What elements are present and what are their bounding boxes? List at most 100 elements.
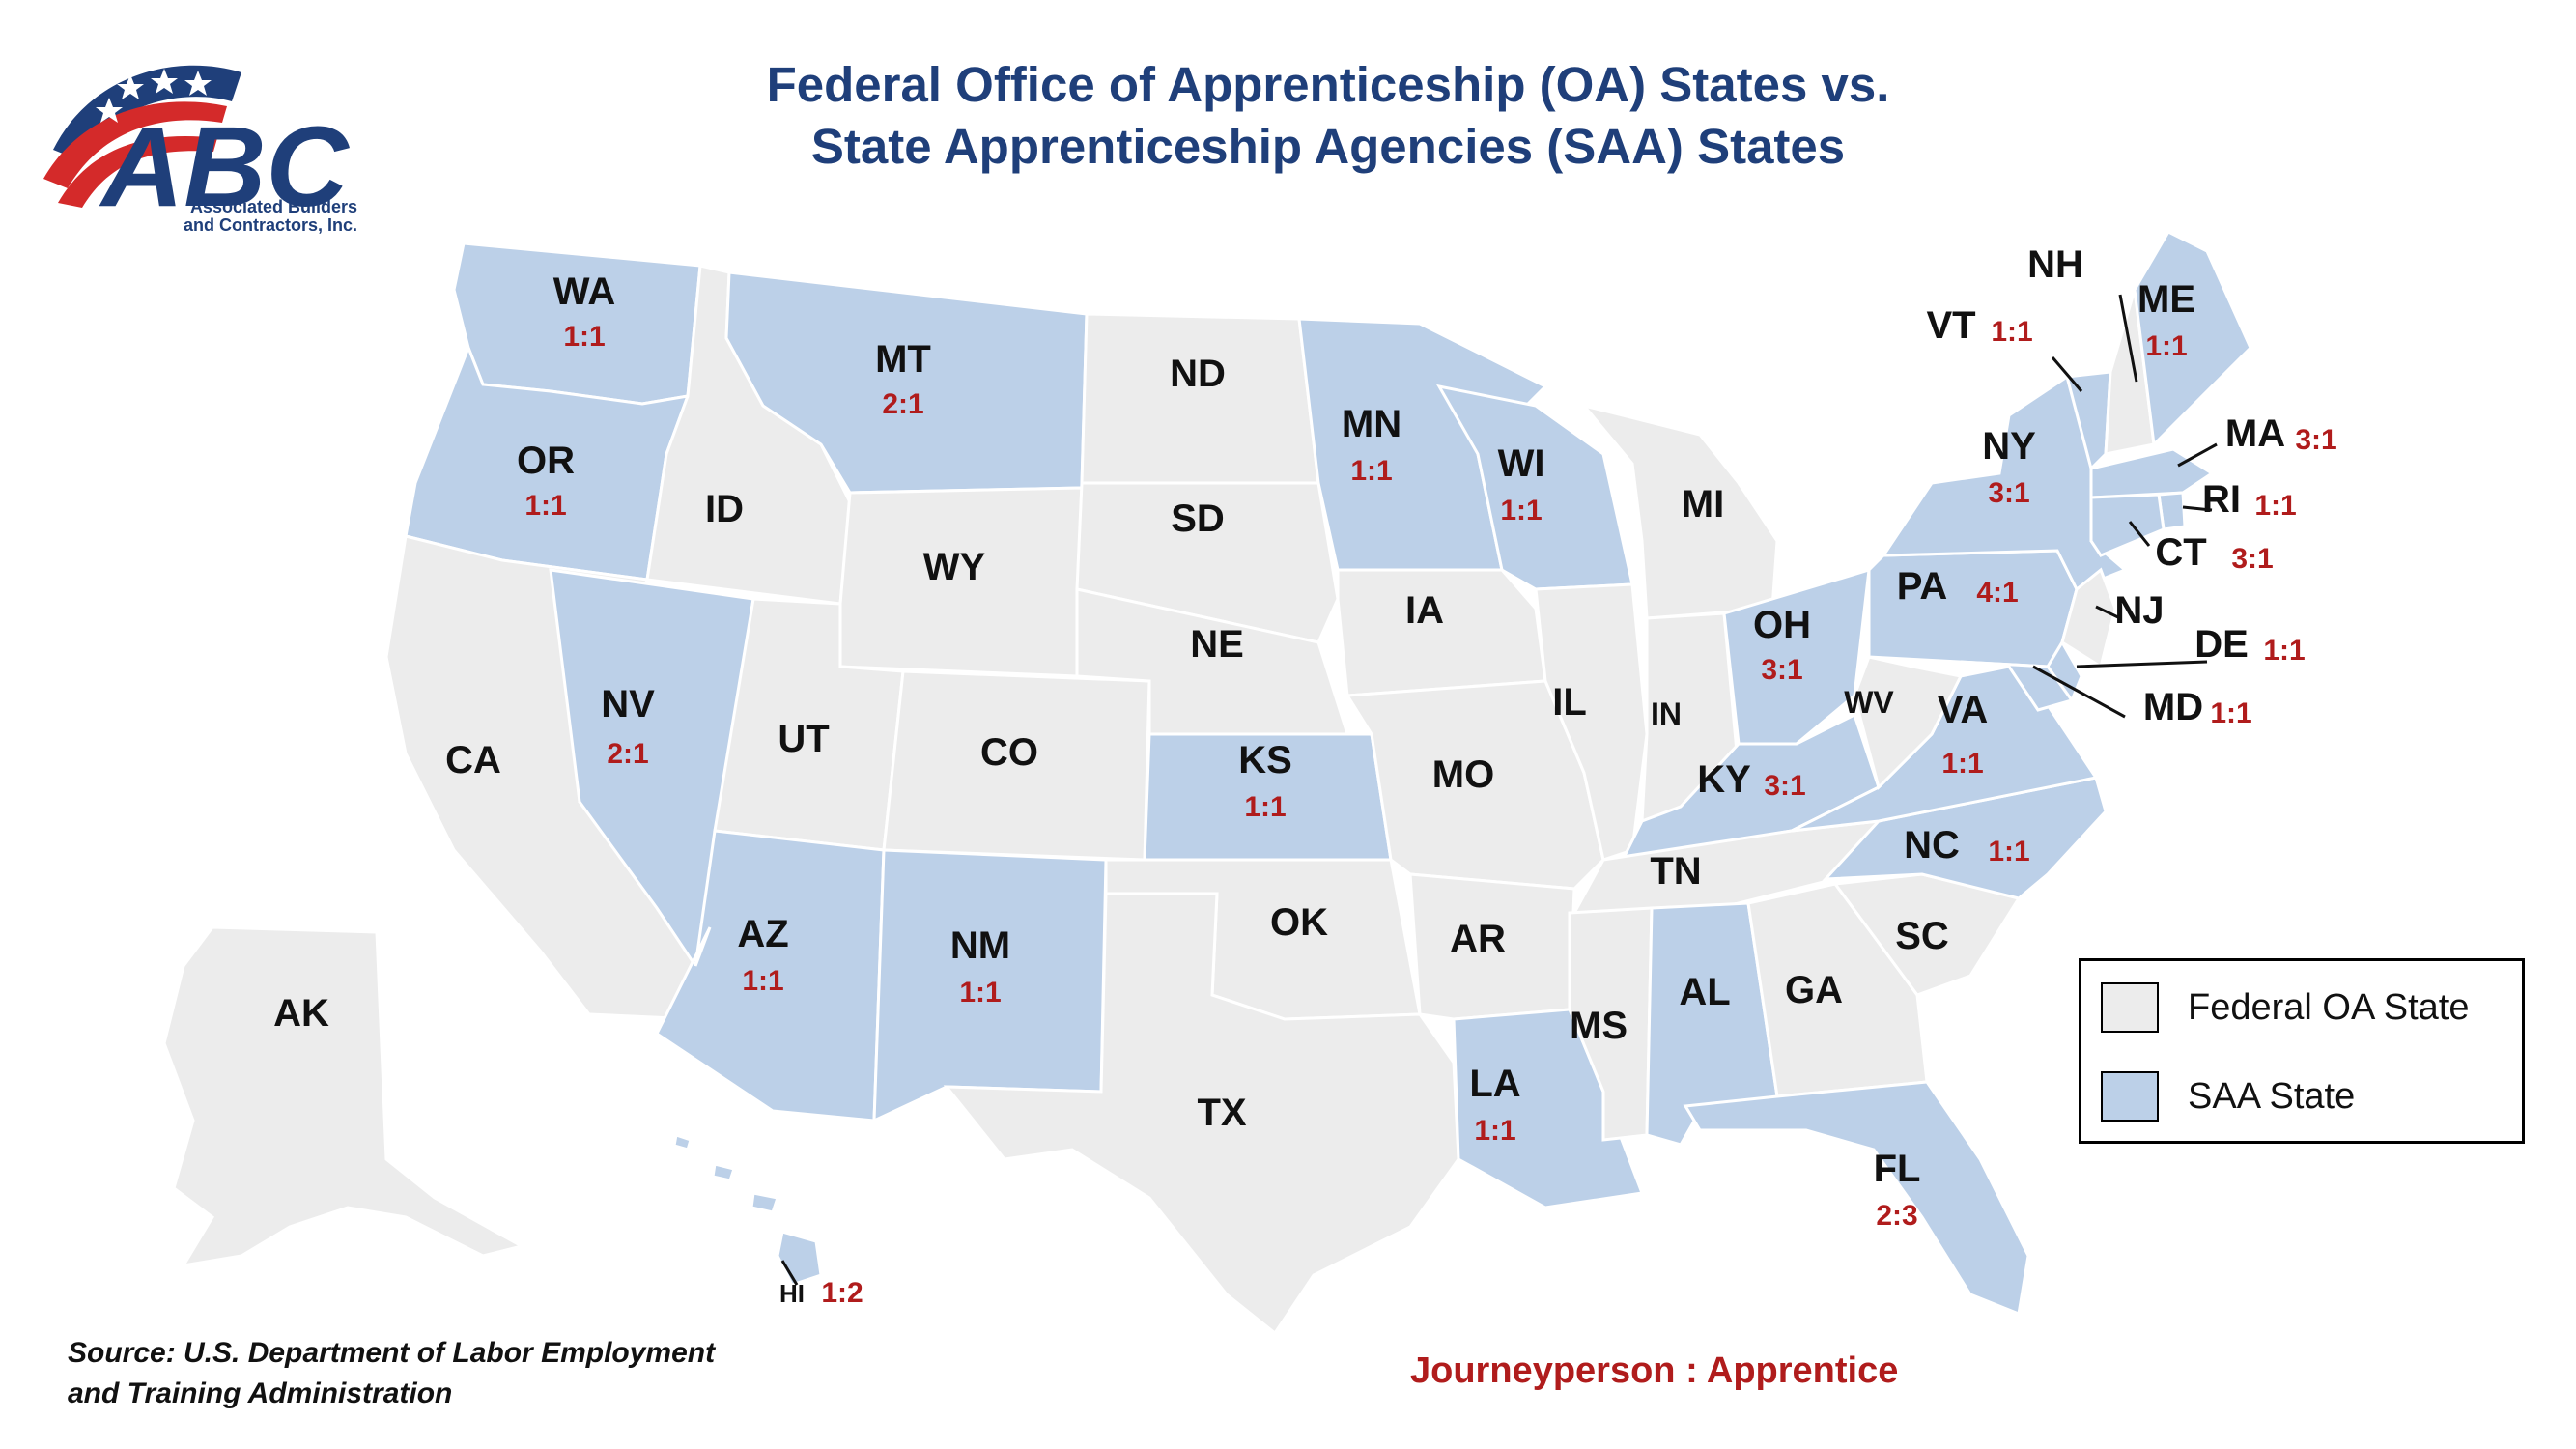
- state-ratio-HI: 1:2: [821, 1277, 863, 1309]
- state-shape-CT: [2089, 493, 2166, 557]
- state-label-KS: KS: [1238, 739, 1292, 781]
- state-label-AK: AK: [273, 992, 329, 1035]
- state-ratio-NV: 2:1: [607, 738, 648, 770]
- state-ratio-DE: 1:1: [2263, 635, 2305, 667]
- state-label-IL: IL: [1552, 681, 1587, 724]
- state-label-OH: OH: [1753, 604, 1811, 646]
- state-shape-ME: [2133, 230, 2252, 448]
- state-label-PA: PA: [1897, 565, 1948, 608]
- legend-item-oa: Federal OA State: [2101, 980, 2470, 1035]
- state-label-MA: MA: [2225, 412, 2285, 455]
- state-ratio-KS: 1:1: [1244, 791, 1286, 823]
- state-label-OR: OR: [517, 440, 575, 482]
- legend-label-saa: SAA State: [2188, 1075, 2356, 1117]
- state-shape-AK: [162, 925, 526, 1268]
- state-shape-OH: [1722, 567, 1871, 746]
- state-label-SD: SD: [1171, 497, 1225, 540]
- state-label-NH: NH: [2027, 243, 2083, 286]
- logo-subtitle: Associated Builders and Contractors, Inc…: [183, 197, 357, 235]
- state-label-LA: LA: [1469, 1063, 1520, 1105]
- state-ratio-NM: 1:1: [959, 977, 1001, 1009]
- state-ratio-ME: 1:1: [2145, 330, 2187, 362]
- page-title-line-1: Federal Office of Apprenticeship (OA) St…: [766, 57, 1890, 112]
- abc-logo: ABC: [43, 65, 350, 231]
- state-ratio-VT: 1:1: [1991, 316, 2032, 348]
- state-ratio-MT: 2:1: [882, 388, 923, 420]
- state-label-RI: RI: [2202, 478, 2241, 521]
- state-label-NY: NY: [1982, 425, 2036, 468]
- state-ratio-PA: 4:1: [1976, 577, 2018, 609]
- state-label-TN: TN: [1650, 850, 1701, 893]
- state-label-CT: CT: [2155, 531, 2206, 574]
- state-label-MI: MI: [1682, 483, 1724, 526]
- state-ratio-NY: 3:1: [1988, 477, 2029, 509]
- state-shape-WY: [838, 486, 1084, 678]
- state-ratio-CT: 3:1: [2231, 543, 2273, 575]
- state-ratio-WA: 1:1: [563, 321, 605, 353]
- state-ratio-NC: 1:1: [1988, 836, 2029, 867]
- state-label-AZ: AZ: [737, 913, 788, 955]
- state-label-KY: KY: [1697, 758, 1751, 801]
- state-label-VT: VT: [1926, 304, 1975, 347]
- state-shape-IL: [1534, 582, 1649, 862]
- state-ratio-AZ: 1:1: [742, 965, 783, 997]
- state-ratio-OH: 3:1: [1761, 654, 1802, 686]
- svg-text:ABC: ABC: [99, 103, 350, 231]
- legend-swatch-saa: [2101, 1071, 2159, 1122]
- state-shape-ND: [1080, 312, 1320, 485]
- state-shape-CA: [384, 534, 712, 1021]
- state-ratio-KY: 3:1: [1764, 770, 1805, 802]
- legend-item-saa: SAA State: [2101, 1069, 2355, 1123]
- state-ratio-LA: 1:1: [1474, 1115, 1515, 1147]
- state-ratio-WI: 1:1: [1500, 495, 1542, 526]
- state-ratio-MA: 3:1: [2295, 424, 2336, 456]
- state-label-SC: SC: [1895, 915, 1949, 957]
- state-label-IN: IN: [1651, 696, 1682, 731]
- state-label-DE: DE: [2194, 623, 2249, 666]
- state-label-NM: NM: [950, 924, 1010, 967]
- state-label-MS: MS: [1570, 1005, 1628, 1047]
- state-label-GA: GA: [1785, 969, 1843, 1011]
- state-label-MO: MO: [1432, 753, 1494, 796]
- state-label-MT: MT: [875, 338, 931, 381]
- state-label-WY: WY: [923, 546, 986, 588]
- state-label-HI: HI: [779, 1279, 805, 1308]
- state-shape-HI: [672, 1133, 823, 1287]
- state-shape-MA: [2089, 447, 2215, 499]
- state-label-UT: UT: [778, 718, 829, 760]
- map-legend: Federal OA State SAA State: [2079, 958, 2525, 1144]
- state-label-ND: ND: [1170, 353, 1226, 395]
- state-ratio-MD: 1:1: [2210, 697, 2251, 729]
- state-label-CO: CO: [980, 731, 1038, 774]
- state-shape-NJ: [2060, 567, 2117, 669]
- state-label-WI: WI: [1498, 442, 1545, 485]
- state-label-AL: AL: [1679, 971, 1730, 1013]
- state-label-OK: OK: [1270, 901, 1328, 944]
- state-label-NE: NE: [1190, 623, 1244, 666]
- state-ratio-OR: 1:1: [524, 490, 566, 522]
- state-label-CA: CA: [445, 739, 501, 781]
- state-label-WA: WA: [553, 270, 615, 313]
- state-shape-GA: [1746, 882, 1929, 1098]
- state-ratio-VA: 1:1: [1941, 748, 1983, 780]
- state-label-NC: NC: [1904, 824, 1960, 867]
- state-label-VA: VA: [1938, 689, 1989, 731]
- state-label-NJ: NJ: [2114, 589, 2164, 632]
- state-label-ME: ME: [2137, 278, 2195, 321]
- state-ratio-FL: 2:3: [1876, 1200, 1917, 1232]
- state-label-ID: ID: [705, 488, 744, 530]
- state-label-AR: AR: [1450, 918, 1506, 960]
- state-shape-FL: [1683, 1080, 2030, 1317]
- state-label-FL: FL: [1874, 1148, 1921, 1190]
- page-title-line-2: State Apprenticeship Agencies (SAA) Stat…: [810, 119, 1846, 174]
- state-ratio-MN: 1:1: [1350, 455, 1392, 487]
- state-shape-TX: [943, 892, 1460, 1336]
- state-label-TX: TX: [1197, 1092, 1246, 1134]
- state-label-NV: NV: [601, 683, 655, 725]
- source-note: Source: U.S. Department of Labor Employm…: [68, 1337, 716, 1409]
- legend-label-oa: Federal OA State: [2188, 986, 2470, 1028]
- state-label-MD: MD: [2143, 686, 2203, 728]
- legend-swatch-oa: [2101, 982, 2159, 1033]
